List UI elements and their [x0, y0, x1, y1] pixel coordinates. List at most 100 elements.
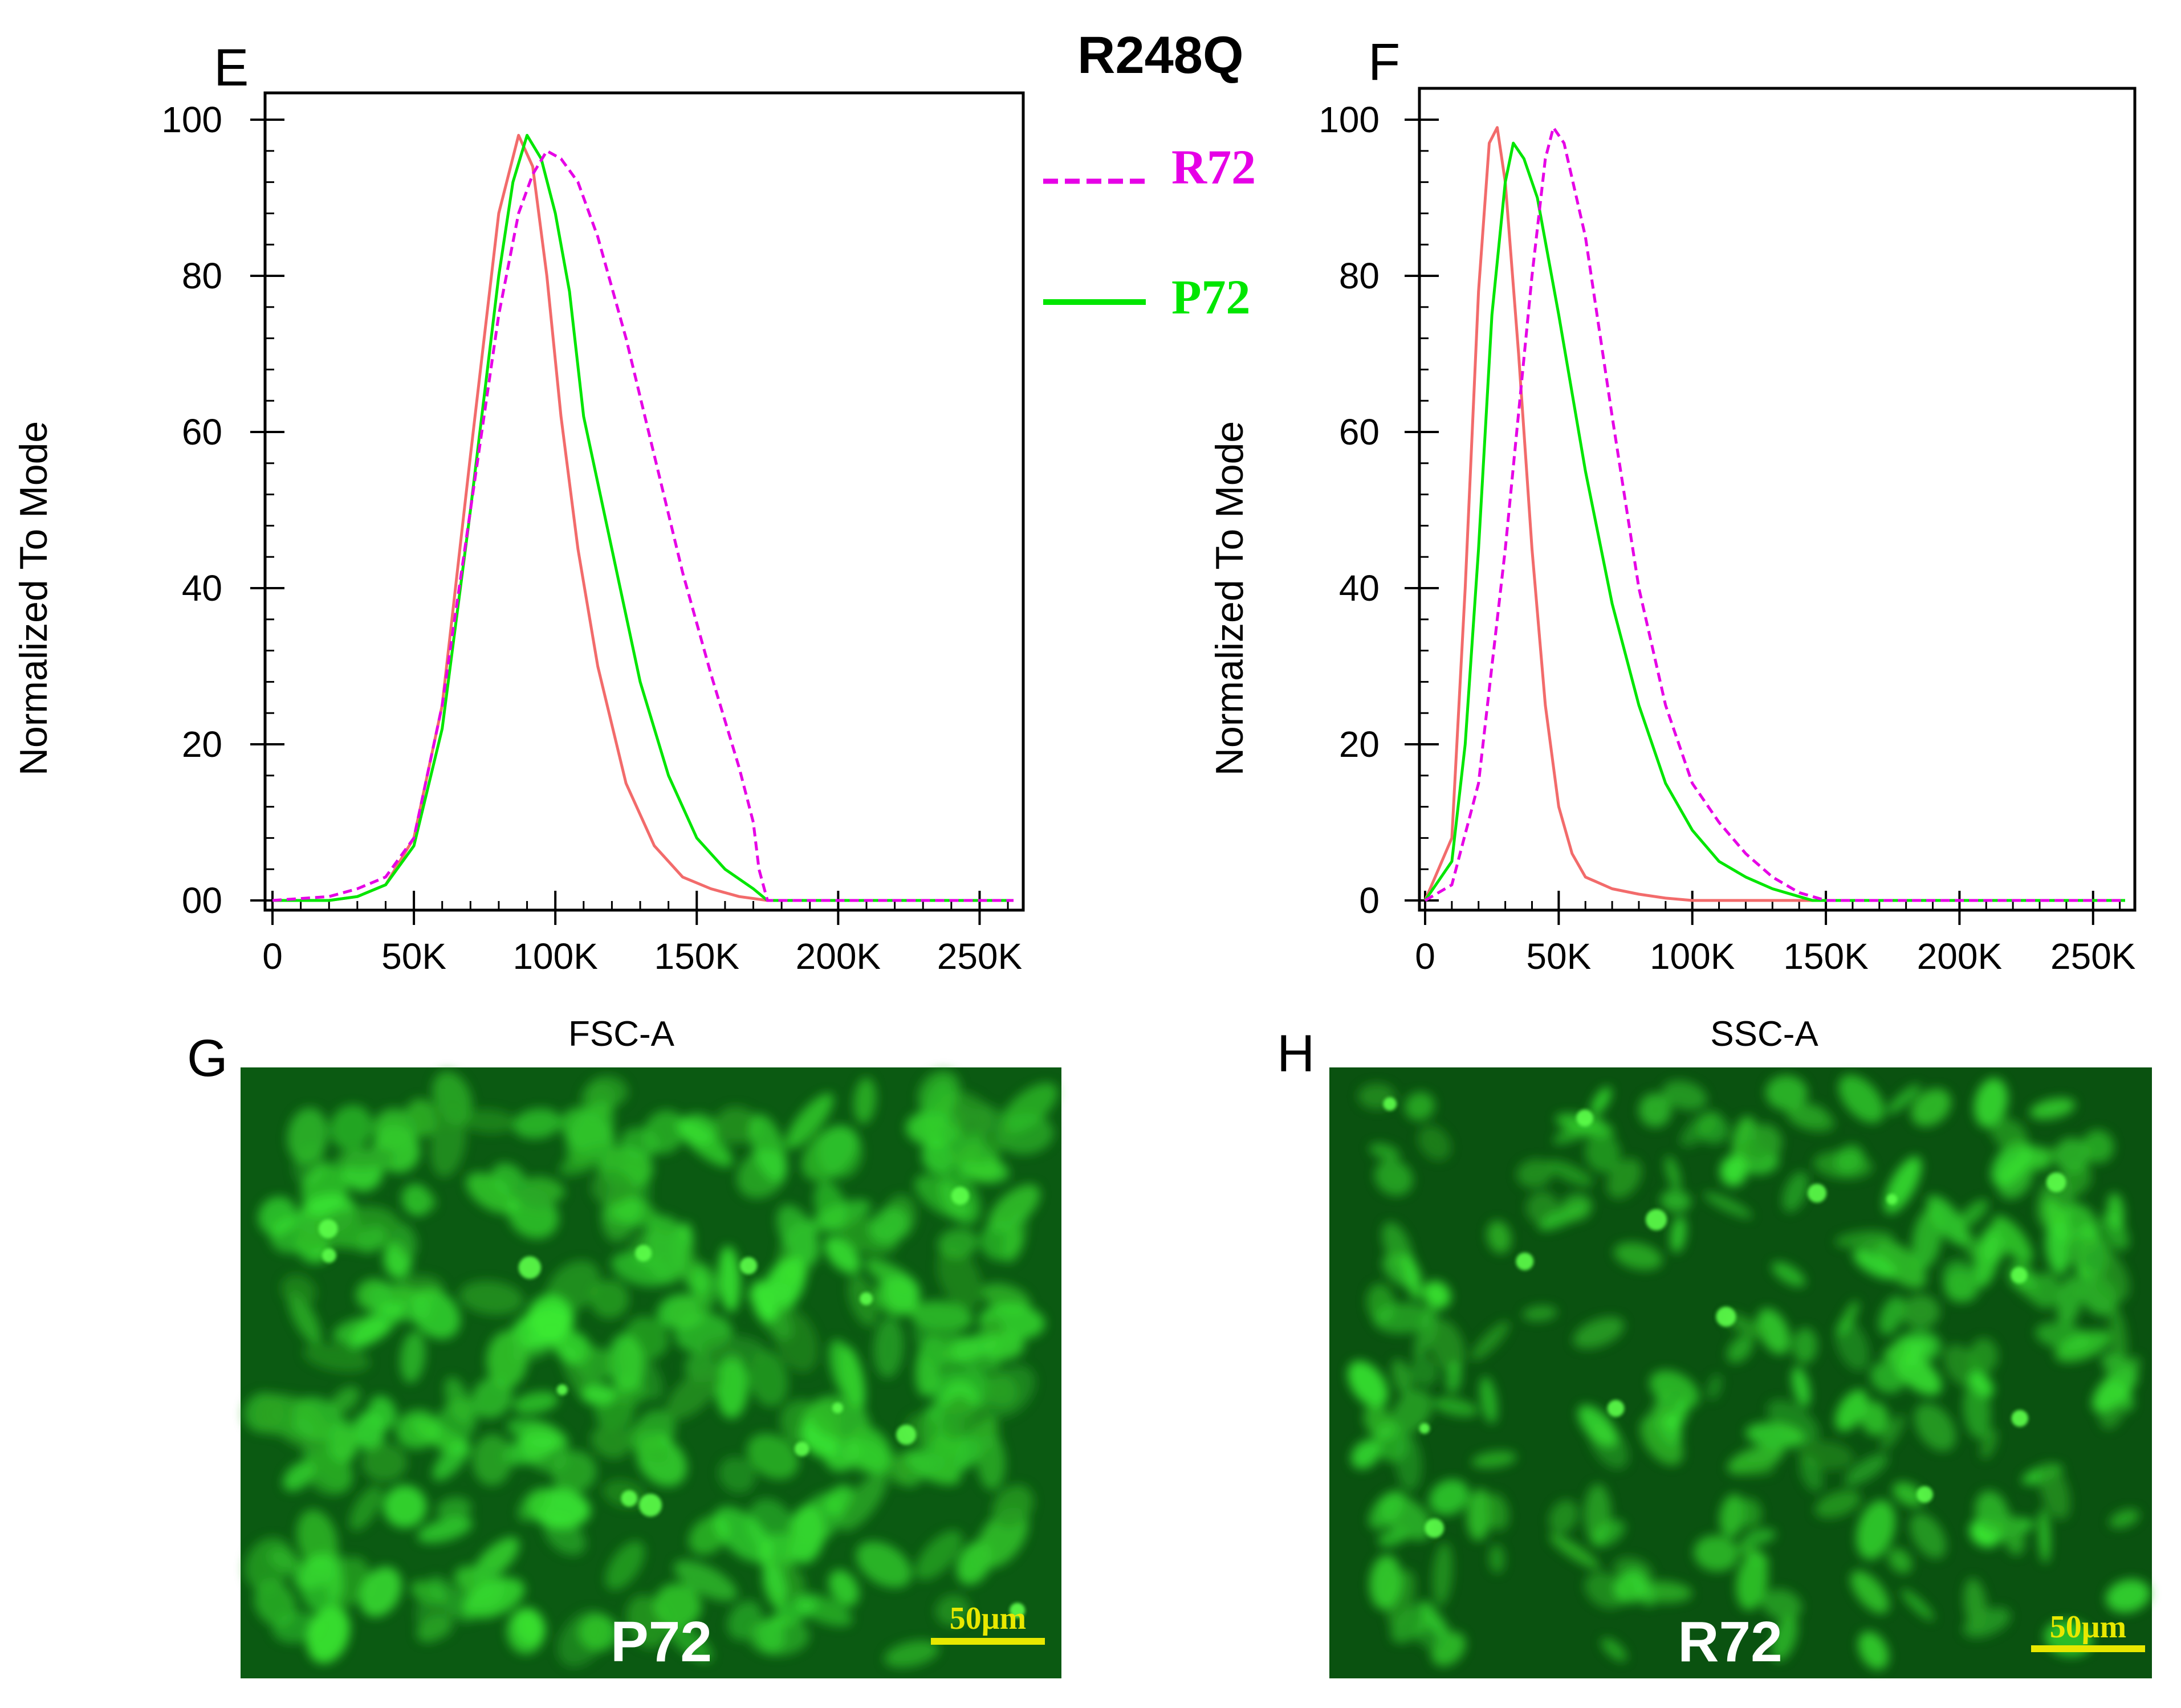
cell [869, 1207, 909, 1244]
cell [1887, 1084, 1920, 1114]
cell [1591, 1519, 1625, 1547]
cell [1735, 1462, 1775, 1475]
cell [718, 1457, 756, 1493]
cell [299, 1555, 344, 1613]
cell [1584, 1572, 1627, 1609]
cell [1927, 1195, 1968, 1246]
cell [949, 1131, 984, 1167]
bright-cell [1607, 1400, 1625, 1417]
cell [436, 1497, 472, 1521]
panel-label-h: H [1277, 1025, 1315, 1083]
cell [1369, 1490, 1405, 1530]
bright-cell [322, 1248, 336, 1263]
cell [620, 1127, 658, 1160]
cell [1757, 1308, 1791, 1355]
y-axis-e: 00 20 40 60 80 100 [161, 99, 284, 921]
bright-cell [2011, 1409, 2029, 1427]
cell [356, 1279, 393, 1312]
cell [1720, 1155, 1747, 1187]
bright-cell [621, 1490, 638, 1507]
cell [518, 1487, 549, 1522]
y-tick-label: 100 [161, 99, 222, 140]
cell [1771, 1615, 1798, 1661]
cell [715, 1352, 748, 1418]
cell [922, 1138, 955, 1175]
cell [992, 1485, 1033, 1528]
histogram-fsc: 00 20 40 60 80 100 0 50K 100K 150K 200K 250K Norma… [12, 91, 1025, 1054]
cell [2002, 1514, 2025, 1555]
cell [486, 1330, 528, 1389]
cell [1942, 1259, 1980, 1302]
cell [988, 1184, 1040, 1233]
cell [430, 1108, 466, 1177]
y-tick-label: 80 [1339, 255, 1380, 296]
cell [1738, 1498, 1762, 1528]
cell [410, 1289, 461, 1339]
cell [329, 1104, 373, 1151]
cell [1414, 1303, 1438, 1360]
cell [727, 1600, 763, 1640]
micrograph-r72: R72 50μm [1329, 1067, 2152, 1678]
histogram-ssc: 0 20 40 60 80 100 0 50K 100K 150K 200K 250K Normal… [1208, 87, 2137, 1054]
cell [801, 1126, 858, 1181]
cell [1628, 1567, 1655, 1607]
cell [559, 1143, 613, 1176]
cell [884, 1640, 939, 1668]
cell [1835, 1144, 1864, 1175]
cell [1761, 1589, 1802, 1620]
series-line-p72-e [272, 133, 1014, 902]
cell [1853, 1249, 1897, 1279]
cell [1467, 1489, 1492, 1541]
cell [977, 1433, 1006, 1490]
cell [1577, 1405, 1617, 1447]
cell [2109, 1509, 2139, 1528]
cell [1844, 1453, 1889, 1486]
cell [674, 1560, 738, 1601]
bright-cell [635, 1245, 652, 1262]
cell [864, 1258, 919, 1294]
cell [1980, 1236, 2007, 1262]
cell [689, 1262, 720, 1305]
cell [937, 1228, 979, 1259]
y-axis-label-f: Normalized To Mode [1208, 421, 1251, 776]
cell [1703, 1192, 1753, 1218]
cell [445, 1377, 471, 1424]
cell [383, 1485, 427, 1528]
bright-cell [896, 1424, 917, 1445]
cell [1772, 1262, 1806, 1287]
cell [1429, 1479, 1470, 1515]
cell [931, 1368, 994, 1413]
cell [1782, 1171, 1809, 1213]
cell [459, 1281, 524, 1315]
bright-cell [1516, 1252, 1534, 1270]
cell [349, 1301, 406, 1350]
x-axis-e: 0 50K 100K 150K 200K 250K [262, 891, 1022, 977]
y-tick-label: 40 [1339, 568, 1380, 609]
curves-e [272, 133, 1014, 902]
x-axis-label-e: FSC-A [568, 1014, 675, 1054]
cell-layer [1348, 1075, 2150, 1670]
cell [1874, 1240, 1927, 1289]
cell [937, 1246, 983, 1310]
cell [290, 1397, 343, 1441]
cell [354, 1411, 385, 1451]
cell [983, 1373, 1018, 1407]
cell [1409, 1356, 1439, 1387]
cell [396, 1409, 440, 1449]
x-tick-label: 200K [1917, 936, 2002, 977]
cell [1767, 1399, 1820, 1444]
cell [1638, 1093, 1671, 1127]
cell [2029, 1272, 2062, 1308]
cell-group [1348, 1075, 2150, 1670]
cell [466, 1172, 518, 1214]
cell [980, 1220, 1023, 1261]
cell [1880, 1414, 1905, 1450]
x-tick-label: 150K [654, 936, 739, 977]
cell [1484, 1493, 1509, 1531]
cell [1418, 1125, 1451, 1161]
cell [2054, 1138, 2090, 1174]
legend-label-r72: R72 [1171, 140, 1256, 194]
cell [748, 1282, 794, 1306]
cell [2056, 1275, 2082, 1327]
